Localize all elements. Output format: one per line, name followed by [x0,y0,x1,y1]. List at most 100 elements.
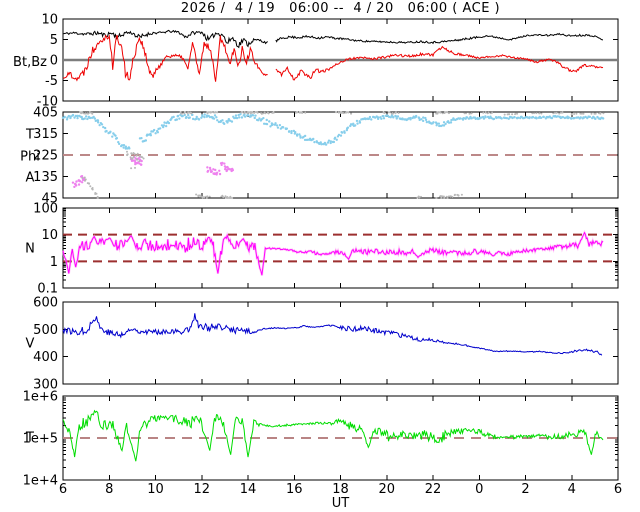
data-dot [442,124,446,127]
data-dot [92,115,95,118]
data-dot [579,112,582,115]
data-dot [65,118,69,121]
data-dot [102,126,105,129]
data-dot [575,112,578,115]
series-phi-secondary [71,155,234,188]
data-dot [120,144,124,147]
data-dot [229,197,232,199]
data-dot [567,116,570,119]
data-dot [175,118,178,121]
y-tick-label: 300 [33,378,58,393]
data-dot [267,112,270,115]
data-dot [484,116,487,119]
data-dot [285,127,288,130]
data-dot [272,111,275,114]
data-dot [523,116,526,120]
data-dot [63,116,66,119]
data-dot [569,117,573,120]
y-tick-label: 45 [41,192,58,207]
data-dot [463,112,466,115]
data-dot [533,112,536,115]
x-tick-label: 18 [332,482,349,497]
data-dot [251,111,253,114]
y-tick-label: 10 [41,13,58,28]
data-dot [415,114,418,118]
panel-bt-bz: 10 5 0 -5 -10 Bt,Bz [13,13,619,110]
y-tick-label: 0 [50,54,58,69]
data-dot [95,192,98,195]
data-dot [335,111,338,114]
y-tick-label: 0.1 [37,282,58,297]
data-dot [153,128,156,132]
data-dot [454,193,456,196]
data-dot [203,196,206,199]
data-dot [558,112,561,115]
data-dot [451,196,454,198]
data-dot [216,171,219,174]
data-dot [368,115,372,119]
data-dot [511,113,514,116]
data-dot [224,196,227,199]
data-dot [203,116,206,119]
y-tick-label: -5 [45,74,58,89]
data-dot [83,117,86,120]
data-dot [279,127,282,130]
data-dot [178,117,181,120]
data-dot [81,176,84,179]
data-dot [231,197,234,199]
data-dot [221,119,224,122]
x-tick-label: 22 [425,482,442,497]
series-N [62,231,604,276]
data-dot [138,160,141,163]
data-dot [216,111,219,114]
data-dot [87,112,90,115]
data-dot [482,111,485,114]
series-phi-track [61,112,605,150]
data-dot [546,116,550,119]
data-dot [80,112,83,115]
x-tick-label: 12 [193,482,210,497]
data-dot [75,184,78,187]
panel-left-label: T [25,128,34,143]
data-dot [214,111,217,114]
y-tick-label: 1 [50,255,58,270]
data-dot [561,116,565,119]
data-dot [444,122,447,125]
data-dot [356,122,359,125]
data-dot [91,112,94,115]
data-dot [89,185,92,188]
data-dot [442,195,445,198]
data-dot [420,118,423,121]
data-dot [422,119,425,122]
data-dot [435,197,438,199]
data-dot [192,117,195,121]
panel-v: 600 500 400 300 V [26,296,619,393]
data-dot [388,111,391,114]
data-dot [203,113,206,116]
data-dot [594,112,597,115]
y-tick-label: 405 [33,106,58,121]
data-dot [239,113,242,116]
data-dot [449,121,453,124]
data-dot [422,116,425,119]
data-dot [303,138,307,141]
data-dot [227,168,231,171]
data-dot [265,118,268,122]
panel-left-label: T [25,431,34,446]
data-dot [126,153,129,156]
panel-left-label: N [25,242,35,257]
data-dot [80,175,84,178]
data-dot [594,117,597,120]
data-dot [470,117,473,120]
data-dot [500,117,503,120]
x-tick-label: 2 [521,482,529,497]
data-dot [237,113,240,117]
data-dot [382,115,385,118]
data-dot [573,117,576,120]
data-dot [325,143,328,146]
data-dot [91,188,94,191]
series-Bz [62,34,604,82]
data-dot [84,112,87,115]
data-dot [504,116,507,120]
data-dot [172,115,175,119]
